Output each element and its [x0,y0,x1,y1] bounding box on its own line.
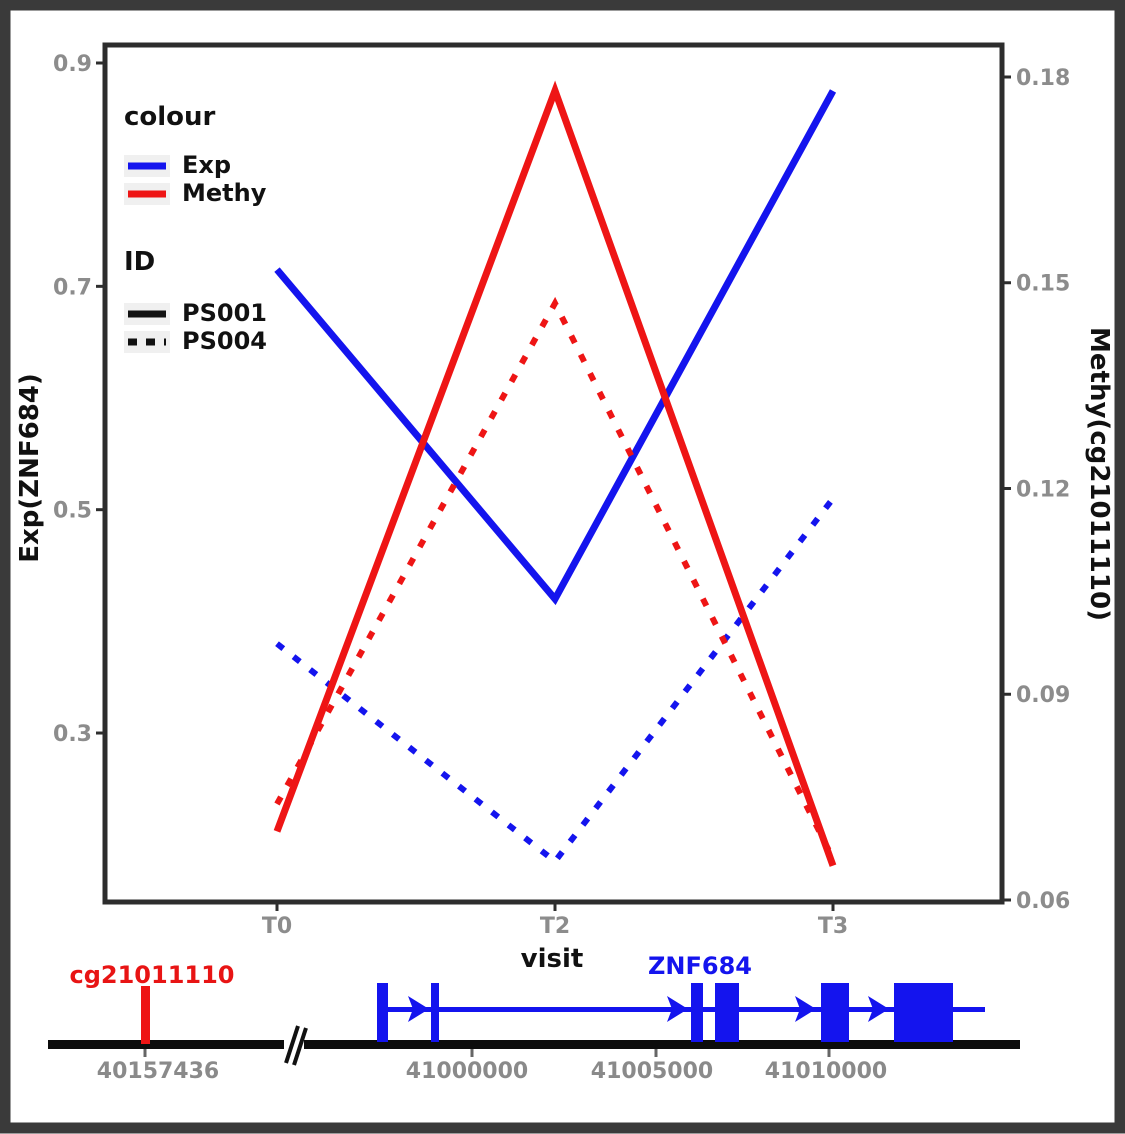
genomic-tick-label: 41000000 [406,1059,528,1084]
gene-exon [377,983,388,1042]
legend-key-ps004 [124,331,170,353]
y-left-tick-label: 0.5 [53,499,92,524]
legend-key-methy [124,183,170,205]
left-axis-title: Exp(ZNF684) [15,373,45,563]
gene-exon [894,983,953,1042]
gene-exon [715,983,739,1042]
legend-label-exp: Exp [182,151,232,179]
gene-exon [691,983,703,1042]
gene-direction-arrow [795,996,816,1022]
genomic-tick-label: 40157436 [97,1059,219,1084]
gene-exon [821,983,849,1042]
genomic-tick-label: 41005000 [591,1059,713,1084]
series-line-exp-ps004 [275,496,836,866]
y-right-tick-label: 0.06 [1016,889,1070,914]
legend-id-title: ID [124,247,156,277]
series-line-methy-ps004 [274,296,836,861]
legend-label-methy: Methy [182,179,267,207]
series-line-exp-ps001 [274,89,837,606]
gene-exon [431,983,439,1042]
legend-key-ps001 [124,303,170,325]
gene-direction-arrow [408,996,429,1022]
x-tick-label: T0 [262,914,292,939]
legend-label-ps001: PS001 [182,299,267,327]
gene-name-label: ZNF684 [648,952,752,980]
legend-label-ps004: PS004 [182,327,267,355]
y-left-tick-label: 0.3 [53,722,92,747]
x-axis-title: visit [520,944,584,974]
y-right-tick-label: 0.12 [1016,477,1070,502]
genomic-axis-line [48,1040,1020,1049]
genomic-tick-label: 41010000 [765,1059,887,1084]
series-layer [273,80,837,867]
y-right-tick-label: 0.09 [1016,683,1070,708]
axis-break-slash [292,1027,308,1066]
legend-key-exp [124,155,170,177]
x-tick-label: T2 [540,914,570,939]
cpg-site-label: cg21011110 [69,961,235,989]
axis-break-slash [284,1025,300,1064]
y-right-tick-label: 0.18 [1016,66,1070,91]
gene-direction-arrow [868,996,889,1022]
x-tick-label: T3 [818,914,848,939]
right-axis-title: Methy(cg21011110) [1084,327,1114,621]
plot-panel [102,42,1005,905]
y-right-tick-label: 0.15 [1016,272,1070,297]
y-left-tick-label: 0.7 [53,275,92,300]
cpg-site-mark [141,986,150,1044]
y-left-tick-label: 0.9 [53,52,92,77]
gene-direction-arrow [667,996,688,1022]
series-line-methy-ps001 [273,80,837,867]
legend-colour-title: colour [124,102,216,132]
